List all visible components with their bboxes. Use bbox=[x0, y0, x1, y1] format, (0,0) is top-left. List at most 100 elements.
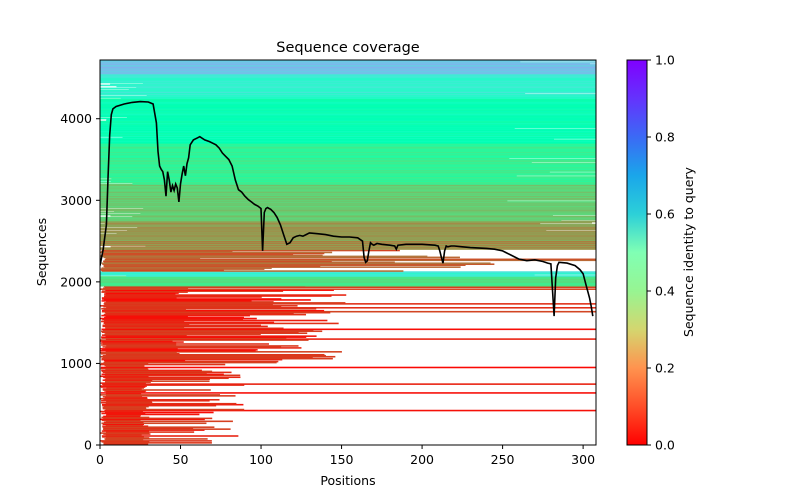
coverage-band-row bbox=[105, 393, 142, 395]
coverage-band-row bbox=[100, 125, 596, 128]
coverage-band-row bbox=[100, 193, 596, 195]
coverage-band-row bbox=[100, 213, 596, 216]
coverage-band-row bbox=[100, 190, 596, 192]
coverage-band-row bbox=[100, 221, 592, 224]
coverage-band-row bbox=[100, 95, 596, 97]
coverage-band-row bbox=[100, 156, 596, 159]
coverage-band-row bbox=[106, 345, 299, 347]
coverage-band-row bbox=[100, 200, 508, 202]
coverage-band-row bbox=[100, 251, 333, 254]
y-axis-label: Sequences bbox=[34, 218, 49, 286]
coverage-band-row bbox=[100, 206, 596, 208]
coverage-band-row bbox=[100, 108, 596, 111]
coverage-band-row bbox=[102, 403, 244, 406]
coverage-band-row bbox=[126, 275, 596, 277]
coverage-band-row bbox=[100, 67, 596, 70]
coverage-band-row bbox=[100, 241, 596, 243]
coverage-band-row bbox=[105, 338, 596, 340]
coverage-band-row bbox=[100, 161, 532, 164]
coverage-band-row bbox=[100, 166, 596, 168]
coverage-band-row bbox=[102, 318, 244, 321]
coverage-band-row bbox=[104, 323, 190, 326]
coverage-band-row bbox=[101, 357, 333, 360]
coverage-band-row bbox=[106, 387, 144, 389]
coverage-band-row bbox=[100, 276, 596, 278]
y-tick-label: 1000 bbox=[60, 356, 92, 371]
coverage-band-row bbox=[101, 270, 404, 272]
x-axis-label: Positions bbox=[320, 473, 375, 488]
coverage-band-row bbox=[100, 362, 149, 365]
coverage-band-row bbox=[100, 231, 596, 234]
coverage-band-row bbox=[100, 269, 224, 271]
coverage-band-row bbox=[100, 382, 146, 384]
coverage-band-row bbox=[100, 144, 596, 147]
coverage-band-row bbox=[100, 79, 596, 82]
coverage-band-row bbox=[104, 409, 596, 412]
coverage-band-row bbox=[100, 170, 596, 172]
coverage-band-row bbox=[102, 426, 215, 428]
y-axis-ticks: 0 1000 2000 3000 4000 bbox=[60, 111, 100, 453]
coverage-band-row bbox=[100, 99, 596, 101]
colorbar-tick-label: 0.0 bbox=[655, 438, 675, 453]
coverage-band-row bbox=[100, 254, 323, 257]
coverage-band-row bbox=[100, 81, 596, 84]
coverage-band-row bbox=[100, 75, 596, 78]
coverage-band-row bbox=[100, 234, 596, 237]
coverage-band-row bbox=[101, 310, 596, 313]
coverage-band-row bbox=[100, 106, 596, 109]
coverage-band-row bbox=[128, 88, 596, 91]
coverage-band-row bbox=[100, 112, 596, 115]
coverage-band-row bbox=[100, 217, 596, 220]
coverage-band-row bbox=[100, 230, 596, 233]
coverage-band-row bbox=[105, 437, 150, 439]
x-tick-label: 0 bbox=[96, 452, 104, 467]
coverage-band-row bbox=[100, 386, 146, 388]
coverage-band-row bbox=[100, 283, 596, 286]
coverage-band-row bbox=[100, 196, 596, 198]
coverage-band-row bbox=[100, 197, 596, 199]
coverage-band-row bbox=[102, 325, 268, 328]
coverage-band-row bbox=[100, 115, 596, 118]
coverage-band-row bbox=[100, 363, 226, 366]
coverage-band-row bbox=[101, 300, 252, 302]
coverage-band-row bbox=[100, 150, 596, 153]
coverage-band-row bbox=[103, 421, 144, 424]
coverage-band-row bbox=[100, 350, 256, 352]
coverage-band-row bbox=[105, 395, 236, 397]
colorbar-ticks: 0.0 0.2 0.4 0.6 0.8 1.0 bbox=[647, 53, 675, 453]
coverage-band-row bbox=[103, 261, 395, 264]
coverage-band-row bbox=[101, 419, 141, 422]
colorbar-tick-label: 0.6 bbox=[655, 207, 675, 222]
coverage-band-row bbox=[101, 331, 299, 334]
coverage-band-row bbox=[100, 157, 510, 160]
coverage-band-row bbox=[100, 283, 596, 285]
coverage-band-row bbox=[104, 333, 261, 335]
coverage-band-row bbox=[100, 139, 596, 141]
coverage-band-row bbox=[101, 297, 177, 299]
coverage-band-row bbox=[104, 295, 332, 297]
x-tick-label: 100 bbox=[249, 452, 273, 467]
coverage-band-row bbox=[100, 174, 596, 176]
coverage-band-row bbox=[100, 177, 596, 179]
coverage-band-row bbox=[106, 301, 274, 303]
coverage-band-row bbox=[102, 423, 144, 426]
coverage-band-row bbox=[103, 313, 307, 316]
coverage-band-row bbox=[101, 399, 210, 402]
coverage-band-row bbox=[110, 214, 553, 217]
x-tick-label: 300 bbox=[571, 452, 595, 467]
coverage-band-row bbox=[101, 330, 323, 333]
coverage-band-row bbox=[100, 244, 596, 246]
coverage-band-row bbox=[122, 136, 596, 138]
coverage-band-row bbox=[104, 302, 346, 304]
coverage-band-row bbox=[100, 63, 590, 65]
coverage-band-row bbox=[102, 406, 146, 409]
coverage-band-row bbox=[102, 252, 325, 255]
coverage-band-row bbox=[105, 439, 144, 441]
coverage-band-row bbox=[100, 74, 596, 77]
coverage-band-row bbox=[101, 320, 185, 323]
coverage-line bbox=[100, 100, 594, 317]
coverage-band-row bbox=[101, 291, 188, 293]
coverage-band-row bbox=[101, 267, 272, 269]
coverage-band-row bbox=[105, 312, 294, 315]
coverage-band-row bbox=[100, 192, 596, 194]
